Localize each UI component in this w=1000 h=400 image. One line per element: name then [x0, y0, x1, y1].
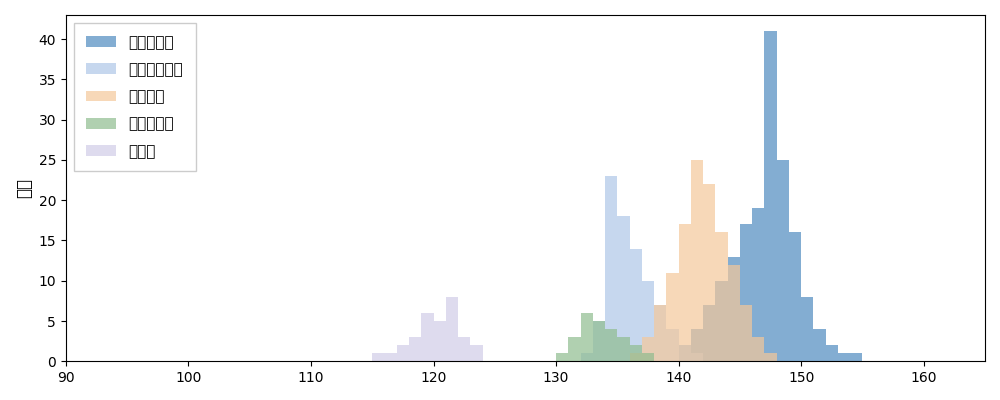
Bar	[593, 321, 605, 361]
Bar	[642, 281, 654, 361]
Bar	[703, 305, 715, 361]
Bar	[691, 353, 703, 361]
Bar	[642, 353, 654, 361]
Bar	[740, 305, 752, 361]
Y-axis label: 球数: 球数	[15, 178, 33, 198]
Legend: ストレート, カットボール, シンカー, スライダー, カーブ: ストレート, カットボール, シンカー, スライダー, カーブ	[74, 23, 196, 171]
Bar	[679, 345, 691, 361]
Bar	[764, 353, 777, 361]
Bar	[752, 337, 764, 361]
Bar	[654, 305, 666, 361]
Bar	[715, 232, 728, 361]
Bar	[654, 305, 666, 361]
Bar	[764, 31, 777, 361]
Bar	[458, 337, 470, 361]
Bar	[630, 353, 642, 361]
Bar	[728, 265, 740, 361]
Bar	[801, 297, 813, 361]
Bar	[850, 353, 862, 361]
Bar	[617, 337, 630, 361]
Bar	[605, 176, 617, 361]
Bar	[838, 353, 850, 361]
Bar	[421, 313, 434, 361]
Bar	[691, 329, 703, 361]
Bar	[691, 160, 703, 361]
Bar	[581, 313, 593, 361]
Bar	[666, 329, 679, 361]
Bar	[642, 337, 654, 361]
Bar	[666, 273, 679, 361]
Bar	[434, 321, 446, 361]
Bar	[826, 345, 838, 361]
Bar	[581, 353, 593, 361]
Bar	[789, 232, 801, 361]
Bar	[679, 224, 691, 361]
Bar	[813, 329, 826, 361]
Bar	[397, 345, 409, 361]
Bar	[409, 337, 421, 361]
Bar	[740, 224, 752, 361]
Bar	[470, 345, 483, 361]
Bar	[752, 208, 764, 361]
Bar	[568, 337, 581, 361]
Bar	[593, 321, 605, 361]
Bar	[385, 353, 397, 361]
Bar	[556, 353, 568, 361]
Bar	[703, 184, 715, 361]
Bar	[715, 281, 728, 361]
Bar	[630, 248, 642, 361]
Bar	[372, 353, 385, 361]
Bar	[679, 345, 691, 361]
Bar	[728, 256, 740, 361]
Bar	[605, 329, 617, 361]
Bar	[617, 216, 630, 361]
Bar	[777, 160, 789, 361]
Bar	[446, 297, 458, 361]
Bar	[630, 345, 642, 361]
